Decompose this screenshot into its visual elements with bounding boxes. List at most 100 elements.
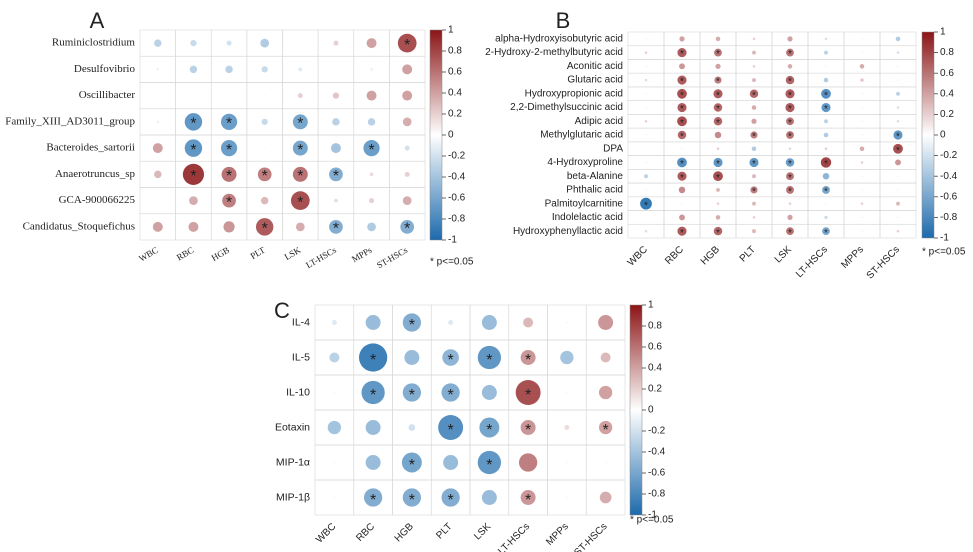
correlation-circle (713, 89, 723, 99)
correlation-circle (752, 37, 756, 41)
correlation-circle (402, 117, 412, 127)
correlation-circle (404, 145, 410, 151)
correlation-circle (824, 119, 828, 124)
correlation-circle (520, 350, 536, 365)
significance-star: * (752, 159, 756, 170)
correlation-circle (334, 198, 338, 203)
significance-star: * (788, 77, 792, 88)
row-label: Methylglutaric acid (540, 130, 623, 141)
significance-star: * (404, 221, 410, 238)
correlation-circle (438, 415, 464, 440)
row-label: Bacteroides_sartorii (46, 142, 135, 154)
column-label: HGB (699, 244, 722, 267)
significance-star: * (297, 168, 303, 185)
significance-star: * (716, 118, 720, 129)
correlation-circle (786, 117, 794, 126)
correlation-circle (560, 350, 574, 365)
significance-star: * (409, 457, 415, 474)
correlation-circle (599, 491, 612, 504)
correlation-circle (640, 197, 652, 210)
row-label: beta-Alanine (567, 171, 624, 182)
significance-star: * (788, 49, 792, 60)
correlation-circle (477, 345, 502, 370)
correlation-circle (481, 315, 497, 330)
row-label: Anaerotruncus_sp (55, 168, 136, 180)
significance-star: * (716, 90, 720, 101)
correlation-circle (333, 40, 339, 46)
column-label: ST-HSCs (865, 244, 902, 281)
correlation-circle (220, 140, 238, 157)
correlation-circle (896, 201, 900, 206)
correlation-circle (896, 229, 900, 233)
colorbar-tick-label: 0 (648, 405, 654, 416)
row-label: IL-10 (286, 386, 310, 398)
panel-title: C (274, 298, 290, 323)
correlation-circle (644, 229, 648, 233)
correlation-circle (713, 117, 723, 126)
colorbar (629, 304, 643, 516)
significance-star: * (603, 422, 609, 439)
correlation-circle (190, 40, 197, 47)
significance-star: * (824, 228, 828, 239)
correlation-circle (442, 349, 459, 366)
correlation-circle (751, 146, 757, 152)
correlation-circle (255, 218, 274, 236)
correlation-circle (897, 175, 899, 177)
row-label: IL-5 (292, 351, 310, 363)
correlation-circle (290, 191, 310, 210)
correlation-circle (861, 216, 863, 219)
significance-star: * (190, 142, 196, 159)
significance-star: * (788, 132, 792, 143)
correlation-circle (358, 343, 388, 372)
column-label: LT-HSCs (304, 245, 338, 271)
significance-star: * (680, 228, 684, 239)
colorbar-tick-label: 0.4 (940, 88, 954, 99)
significance-star: * (226, 168, 232, 185)
significance-star: * (896, 145, 900, 156)
significance-star: * (370, 352, 376, 369)
correlation-circle (679, 214, 685, 221)
significance-star: * (788, 104, 792, 115)
correlation-circle (257, 167, 272, 182)
colorbar-tick-label: 0.8 (448, 46, 462, 57)
correlation-circle (298, 67, 303, 72)
correlation-circle (822, 227, 830, 236)
correlation-circle (785, 158, 795, 167)
column-label: RBC (175, 245, 196, 263)
column-label: LSK (773, 244, 794, 265)
significance-star: * (525, 387, 531, 404)
correlation-circle (785, 89, 795, 99)
correlation-circle (365, 455, 381, 470)
column-label: LSK (283, 245, 303, 262)
significance-star: * (409, 492, 415, 509)
correlation-circle (716, 202, 720, 205)
significance-star: * (486, 457, 492, 474)
correlation-circle (677, 171, 687, 181)
significance-star: * (896, 132, 900, 143)
correlation-circle (896, 119, 900, 123)
significance-star: * (525, 492, 531, 509)
correlation-circle (645, 106, 647, 109)
correlation-circle (443, 455, 459, 470)
correlation-circle (714, 131, 722, 139)
correlation-circle (397, 33, 417, 53)
significance-star: * (680, 118, 684, 129)
row-label: MIP-1β (276, 491, 310, 503)
correlation-circle (564, 425, 570, 430)
correlation-circle (367, 118, 376, 126)
correlation-circle (332, 92, 340, 99)
correlation-circle (861, 230, 863, 232)
colorbar-tick-label: 0 (940, 130, 946, 141)
colorbar-tick-label: -0.2 (448, 151, 466, 162)
correlation-circle (598, 385, 613, 400)
significance-star: * (716, 159, 720, 170)
correlation-circle (361, 380, 385, 405)
correlation-circle (750, 186, 758, 194)
correlation-circle (822, 172, 830, 180)
panel-title: A (90, 8, 105, 33)
correlation-circle (408, 424, 416, 431)
colorbar-tick-label: 0.6 (940, 68, 954, 79)
correlation-circle (481, 490, 497, 505)
correlation-circle (752, 50, 756, 55)
correlation-circle (713, 157, 723, 168)
